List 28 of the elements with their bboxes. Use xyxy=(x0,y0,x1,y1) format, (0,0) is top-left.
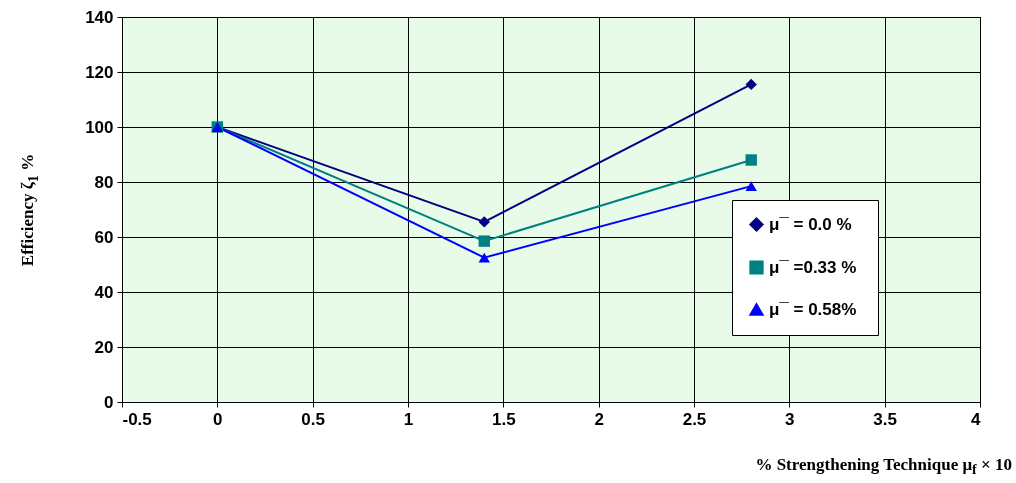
x-tick-label: 4 xyxy=(971,409,982,429)
x-tick-label: 1 xyxy=(403,409,414,429)
y-tick-label: 80 xyxy=(94,172,114,192)
x-tick-label: -0.5 xyxy=(122,409,152,429)
legend-label: μ¯ =0.33 % xyxy=(769,257,857,277)
point xyxy=(745,154,757,166)
x-tick-label: 3.5 xyxy=(873,409,897,429)
point xyxy=(745,181,757,192)
x-tick-label: 2.5 xyxy=(682,409,707,429)
x-axis-title: % Strengthening Technique μ$_{f}$ × 10 xyxy=(755,455,1012,479)
legend-label: μ¯ = 0.58% xyxy=(769,299,857,319)
x-tick-label: 0.5 xyxy=(301,409,325,429)
y-tick-label: 120 xyxy=(85,62,114,82)
point xyxy=(478,216,490,228)
point xyxy=(478,235,490,247)
point xyxy=(478,252,490,263)
y-tick-label: 140 xyxy=(85,7,114,27)
x-tick-label: 1.5 xyxy=(492,409,516,429)
y-tick-label: 20 xyxy=(94,337,114,357)
x-tick-label: 3 xyxy=(785,409,795,429)
point xyxy=(745,78,757,91)
y-tick-label: 0 xyxy=(104,392,114,412)
legend-label: μ¯ = 0.0 % xyxy=(769,214,852,234)
x-tick-label: 0 xyxy=(213,409,223,429)
x-tick-label: 2 xyxy=(594,409,604,429)
y-tick-label: 100 xyxy=(85,117,114,137)
y-tick-label: 40 xyxy=(94,282,114,302)
y-tick-label: 60 xyxy=(94,227,114,247)
